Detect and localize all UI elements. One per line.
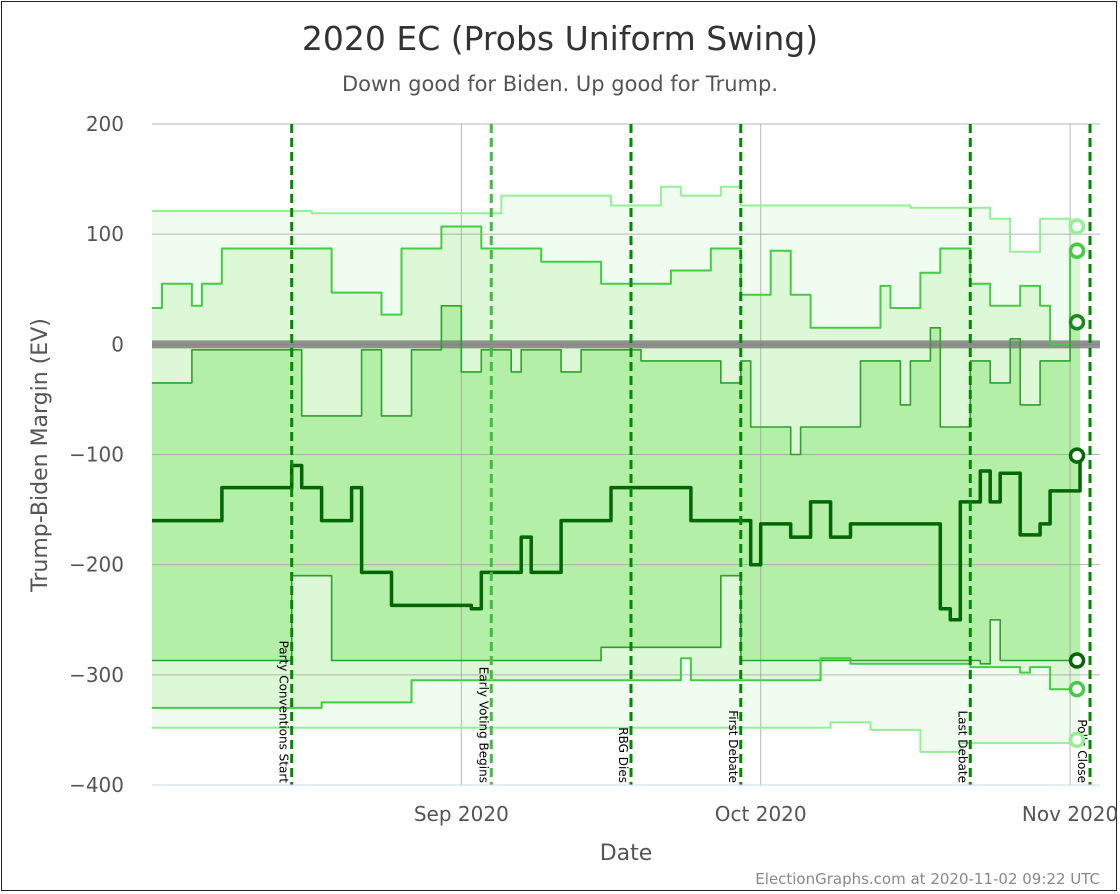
mid-lower-line	[152, 657, 1080, 709]
event-label: Early Voting Begins	[476, 667, 490, 783]
event-label: Polls Close	[1075, 719, 1089, 783]
outer-upper-endpoint	[1068, 218, 1086, 235]
y-tick-label: −400	[69, 773, 124, 797]
outer-lower-line	[152, 721, 1081, 753]
outer-upper-line	[152, 185, 1080, 253]
y-tick-label: 100	[86, 222, 124, 246]
inner-lower-line	[152, 574, 1080, 665]
chart-subtitle: Down good for Biden. Up good for Trump.	[342, 72, 778, 96]
inner-band	[152, 305, 1080, 664]
mid-lower-endpoint	[1068, 680, 1086, 698]
plot-area: Party Conventions Start Early Voting Begi…	[69, 112, 1118, 826]
x-axis-title: Date	[600, 841, 653, 866]
outer-lower-endpoint	[1068, 731, 1086, 749]
chart-title: 2020 EC (Probs Uniform Swing)	[302, 19, 818, 58]
event-label: Party Conventions Start	[277, 641, 291, 784]
mid-upper-line	[152, 225, 1080, 346]
x-tick-label: Sep 2020	[414, 802, 509, 826]
inner-upper-endpoint	[1068, 314, 1086, 331]
median-line	[152, 455, 1082, 622]
credit-text: ElectionGraphs.com at 2020-11-02 09:22 U…	[755, 870, 1100, 888]
event-label: RBG Dies	[616, 727, 630, 783]
y-tick-label: −200	[69, 553, 124, 577]
event-label: First Debate	[726, 710, 740, 783]
y-tick-label: −300	[69, 663, 124, 687]
median-endpoint	[1068, 447, 1086, 464]
y-tick-label: 200	[86, 112, 124, 136]
x-tick-label: Nov 2020	[1022, 802, 1118, 826]
inner-lower-endpoint	[1068, 652, 1086, 669]
mid-upper-endpoint	[1068, 242, 1086, 259]
inner-upper-line	[152, 305, 1080, 456]
y-tick-label: −100	[69, 443, 124, 467]
event-label: Last Debate	[955, 711, 969, 784]
x-tick-label: Oct 2020	[715, 802, 807, 826]
y-tick-label: 0	[111, 332, 124, 356]
y-axis-title: Trump-Biden Margin (EV)	[28, 318, 53, 593]
